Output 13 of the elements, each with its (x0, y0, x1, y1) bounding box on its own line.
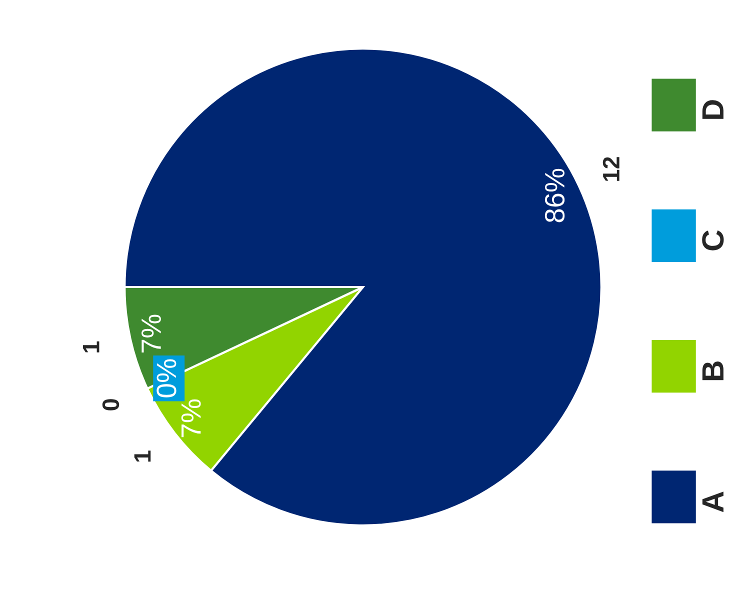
data-label: 7% (142, 314, 161, 352)
legend-label: A (702, 492, 724, 512)
pie-slice (124, 48, 602, 526)
text: 1 (82, 341, 100, 352)
legend-label: D (702, 100, 724, 119)
data-label: 7% (181, 399, 201, 438)
text: 1 (134, 450, 151, 462)
text: 0 (102, 399, 120, 410)
data-label: 86% (544, 168, 565, 222)
legend-label: B (702, 362, 724, 380)
text: 0% (156, 359, 176, 398)
legend-label: C (702, 230, 724, 250)
text: 12 (602, 157, 620, 181)
